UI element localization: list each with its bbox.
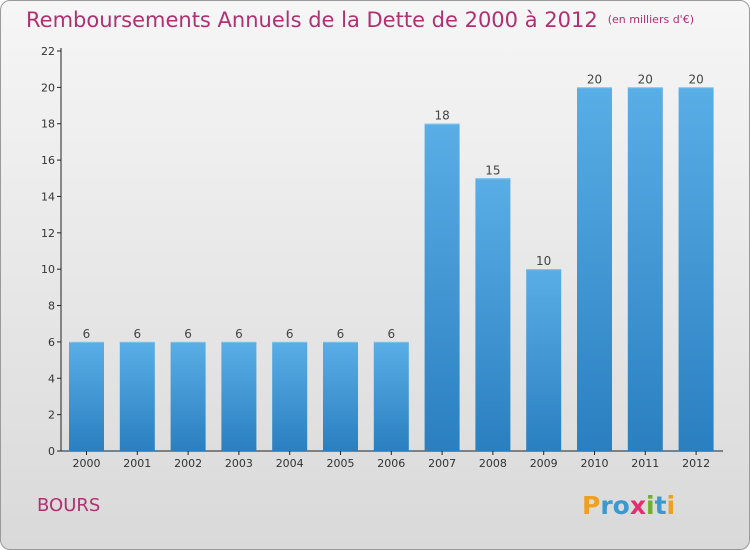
chart-bars xyxy=(69,87,714,452)
bar xyxy=(627,87,663,451)
x-tick-label: 2006 xyxy=(377,457,405,470)
chart-unit-label: (en milliers d'€) xyxy=(607,13,694,26)
bar xyxy=(424,123,460,452)
x-tick-label: 2001 xyxy=(123,457,151,470)
logo-letter: i xyxy=(646,491,655,520)
data-label: 6 xyxy=(184,327,192,341)
y-tick-label: 2 xyxy=(48,409,55,422)
data-label: 20 xyxy=(688,72,703,86)
x-tick-label: 2002 xyxy=(174,457,202,470)
bar xyxy=(526,269,562,451)
x-tick-label: 2003 xyxy=(225,457,253,470)
x-tick-label: 2007 xyxy=(428,457,456,470)
bar xyxy=(678,87,714,451)
chart-axes: 0 2 4 6 8 10 12 14 16 18 20 22 2000 2001 2002 2003 2004 2… xyxy=(41,45,723,470)
logo-letter: x xyxy=(629,491,646,520)
data-label: 6 xyxy=(337,327,345,341)
x-tick-label: 2004 xyxy=(276,457,304,470)
y-tick-label: 18 xyxy=(41,118,55,131)
x-tick-label: 2011 xyxy=(631,457,659,470)
data-label: 20 xyxy=(638,72,653,86)
data-label: 6 xyxy=(235,327,243,341)
y-tick-label: 16 xyxy=(41,154,55,167)
y-tick-label: 8 xyxy=(48,300,55,313)
commune-name: BOURS xyxy=(37,495,101,516)
chart-title: Remboursements Annuels de la Dette de 20… xyxy=(26,8,694,32)
x-tick-label: 2008 xyxy=(479,457,507,470)
x-tick-label: 2012 xyxy=(682,457,710,470)
logo-letter: t xyxy=(654,491,667,520)
bar xyxy=(577,87,612,451)
y-tick-label: 14 xyxy=(41,190,55,203)
logo-letter: i xyxy=(666,491,676,520)
y-tick-label: 10 xyxy=(41,263,55,276)
y-tick-label: 22 xyxy=(41,45,55,58)
proxiti-logo: Proxiti xyxy=(582,491,675,520)
logo-letter: P xyxy=(582,491,601,520)
data-label: 10 xyxy=(536,254,551,268)
chart-data-labels: 6 6 6 6 6 6 6 18 15 10 20 20 20 xyxy=(83,72,704,341)
bar xyxy=(272,341,308,451)
y-tick-label: 20 xyxy=(41,81,55,94)
data-label: 6 xyxy=(387,327,395,341)
data-label: 15 xyxy=(485,163,500,177)
bar xyxy=(323,341,358,451)
chart-title-text: Remboursements Annuels de la Dette de 20… xyxy=(26,8,598,32)
data-label: 6 xyxy=(133,327,141,341)
y-tick-label: 4 xyxy=(48,372,55,385)
logo-letter: o xyxy=(612,491,630,520)
x-tick-label: 2000 xyxy=(73,457,101,470)
data-label: 6 xyxy=(286,327,294,341)
y-tick-label: 6 xyxy=(48,336,55,349)
bar xyxy=(475,178,511,452)
bar xyxy=(221,341,257,451)
y-tick-label: 12 xyxy=(41,227,55,240)
bar xyxy=(170,341,206,451)
logo-letter: r xyxy=(600,491,613,520)
x-tick-label: 2009 xyxy=(530,457,558,470)
bar xyxy=(119,341,155,451)
bar xyxy=(373,341,409,451)
x-tick-label: 2005 xyxy=(327,457,355,470)
data-label: 18 xyxy=(434,109,449,123)
bar xyxy=(69,341,104,451)
data-label: 6 xyxy=(83,327,91,341)
y-tick-label: 0 xyxy=(48,445,55,458)
x-tick-label: 2010 xyxy=(581,457,609,470)
data-label: 20 xyxy=(587,72,602,86)
